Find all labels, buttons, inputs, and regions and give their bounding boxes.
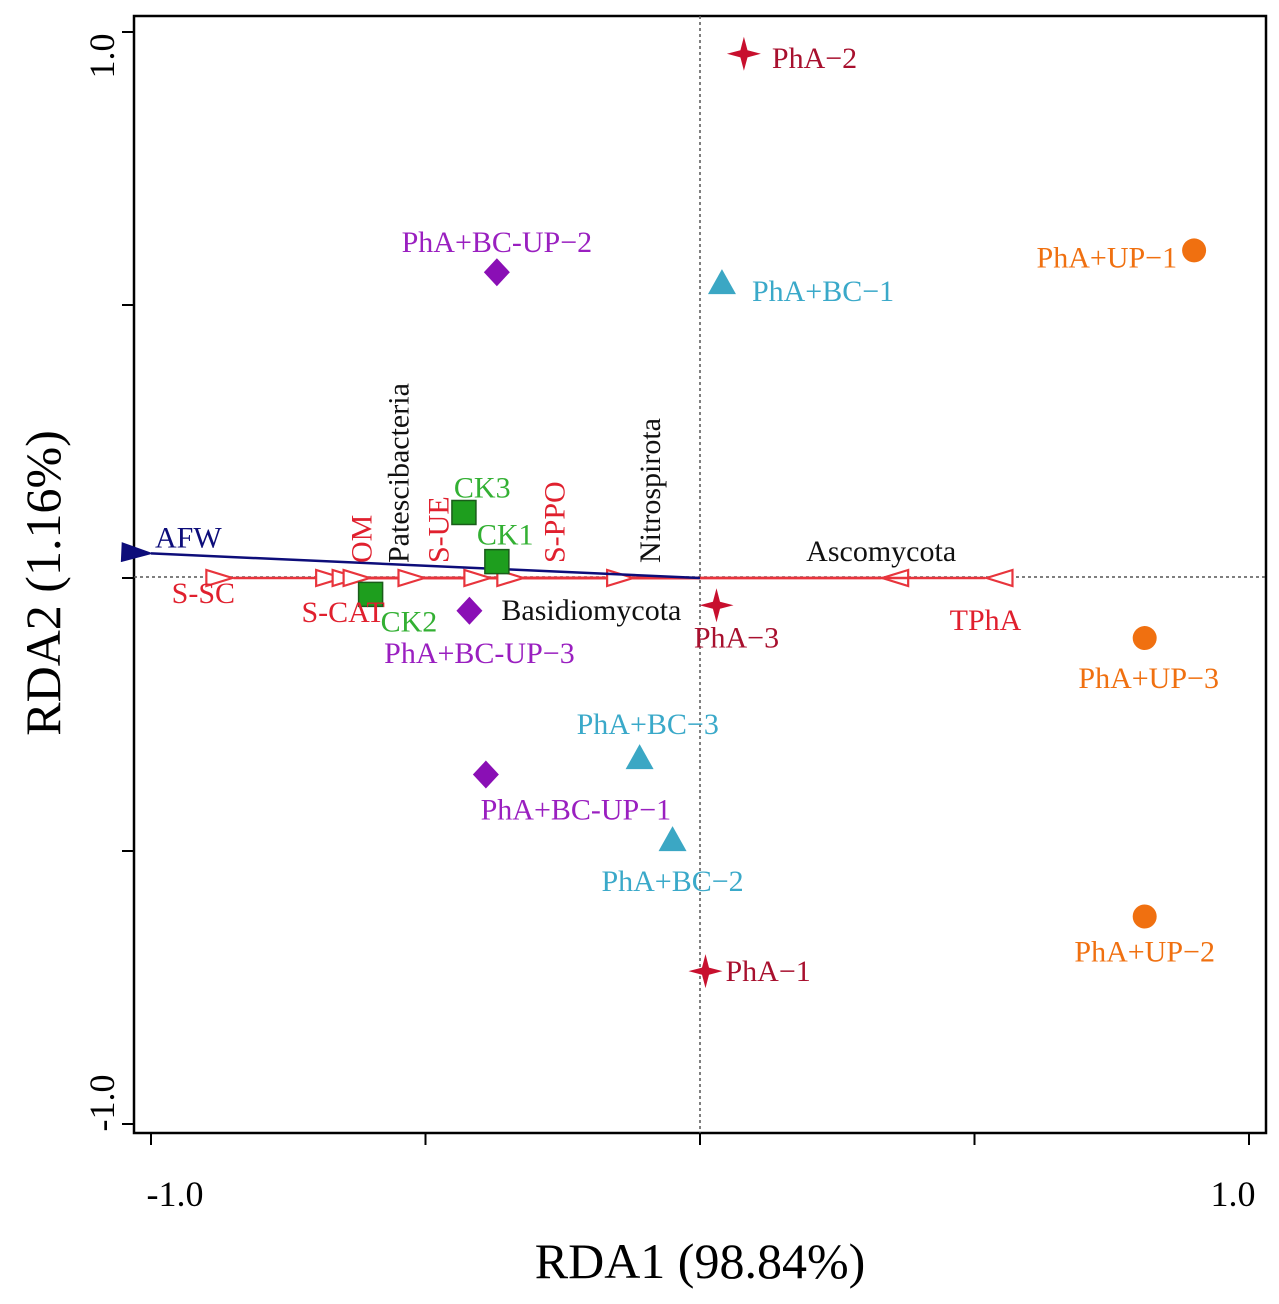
vector-label-afw: AFW: [155, 521, 222, 554]
y-axis-ticks: [122, 31, 134, 1125]
vector-label-s-ppo: S-PPO: [538, 481, 571, 563]
vector-layer: [151, 553, 985, 578]
vector-label-s-sc: S-SC: [172, 577, 235, 610]
point-pha-bc-3: [625, 744, 654, 770]
point-label-pha-bc-2: PhA+BC−2: [601, 865, 743, 898]
x-axis-ticks: [150, 1133, 1250, 1145]
vector-afw: [151, 553, 701, 580]
point-pha-bc-up-2: [483, 258, 510, 287]
point-ck2: [357, 581, 384, 608]
x-tick-label-max: 1.0: [1211, 1174, 1256, 1214]
label-layer: S-SC S-CAT OM Patescibacteria S-UE Basidiomyc…: [155, 42, 1219, 988]
y-tick-label-max: 1.0: [82, 34, 122, 79]
vector-label-s-ue: S-UE: [423, 496, 456, 563]
y-tick-label-min: -1.0: [82, 1075, 122, 1132]
x-axis-title: RDA1 (98.84%): [535, 1233, 866, 1289]
point-pha-up-3: [1132, 626, 1157, 651]
point-pha-bc-up-3: [456, 596, 483, 625]
point-pha-bc-1: [707, 269, 736, 295]
point-label-pha-bc-up-3: PhA+BC-UP−3: [384, 637, 575, 670]
point-pha-bc-up-1: [472, 760, 499, 789]
vector-label-patescibacteria: Patescibacteria: [383, 383, 416, 563]
vector-label-s-cat: S-CAT: [301, 596, 384, 629]
point-label-pha-bc-up-1: PhA+BC-UP−1: [481, 794, 672, 827]
point-label-pha-bc-3: PhA+BC−3: [577, 708, 719, 741]
vector-label-nitrospirota: Nitrospirota: [634, 418, 667, 563]
point-ck3: [451, 499, 477, 526]
point-label-ck2: CK2: [381, 605, 438, 638]
point-label-pha-1: PhA−1: [725, 955, 810, 988]
point-pha-3: [699, 588, 734, 623]
point-label-pha-bc-1: PhA+BC−1: [752, 275, 894, 308]
point-label-ck1: CK1: [477, 519, 534, 552]
sample-points-layer: [357, 36, 1207, 989]
point-label-pha-up-3: PhA+UP−3: [1078, 662, 1219, 695]
point-label-pha-up-2: PhA+UP−2: [1074, 936, 1215, 969]
point-pha-bc-2: [658, 826, 687, 852]
vector-label-ascomycota: Ascomycota: [806, 535, 956, 568]
point-pha-up-2: [1132, 904, 1157, 929]
vector-label-om: OM: [346, 515, 379, 563]
point-label-pha-bc-up-2: PhA+BC-UP−2: [402, 226, 593, 259]
point-label-pha-up-1: PhA+UP−1: [1037, 241, 1178, 274]
point-label-pha-2: PhA−2: [772, 42, 857, 75]
point-pha-up-1: [1182, 238, 1207, 263]
point-label-ck3: CK3: [454, 471, 511, 504]
x-tick-label-min: -1.0: [147, 1174, 204, 1214]
point-pha-1: [688, 954, 723, 989]
vector-label-tpha: TPhA: [950, 604, 1022, 637]
point-pha-2: [726, 36, 761, 71]
vector-label-basidiomycota: Basidiomycota: [501, 594, 681, 627]
point-ck1: [484, 548, 510, 575]
y-axis-title: RDA2 (1.16%): [15, 430, 71, 736]
point-label-pha-3: PhA−3: [694, 621, 779, 654]
